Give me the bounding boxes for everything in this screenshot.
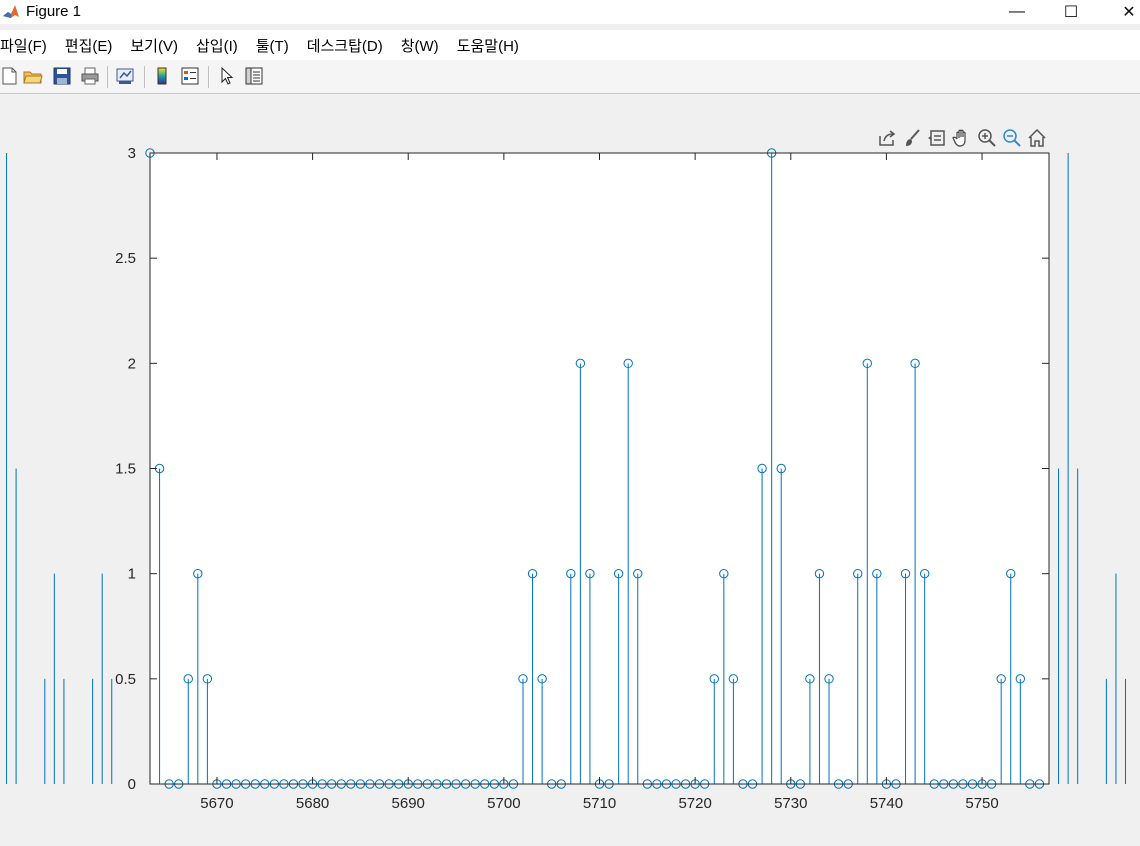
select-cursor-icon[interactable] [217, 66, 237, 86]
stem-marker [824, 674, 834, 684]
figure-canvas: 5670 5680 5690 5700 5710 5720 5730 5740 5750 0 0.5… [6, 145, 1127, 812]
x-tick-label: 5740 [870, 795, 903, 812]
menu-window[interactable]: 창(W) [400, 37, 439, 55]
zoom-out-icon[interactable] [1001, 126, 1023, 150]
stem-marker [1006, 568, 1016, 579]
x-tick-label: 5750 [965, 795, 998, 812]
stems-layer [145, 148, 1045, 789]
stem-marker [996, 674, 1006, 684]
brush-icon[interactable] [901, 126, 923, 150]
new-figure-icon[interactable] [0, 66, 20, 86]
stem-marker [910, 358, 920, 369]
zoom-in-icon[interactable] [976, 126, 998, 150]
stem-marker [527, 568, 538, 579]
menu-desktop[interactable]: 데스크탑(D) [306, 37, 383, 55]
y-tick-label: 1.5 [115, 461, 136, 478]
stem-marker [518, 674, 528, 684]
stem-marker [633, 568, 643, 579]
home-icon[interactable] [1026, 126, 1048, 150]
x-tick-label: 5680 [296, 795, 329, 812]
y-tick-label: 2.5 [115, 250, 136, 267]
maximize-button[interactable]: ☐ [1048, 0, 1094, 24]
stem-marker [872, 568, 882, 579]
save-icon[interactable] [52, 66, 72, 86]
close-icon: ✕ [1122, 4, 1136, 21]
minimize-icon: — [1009, 3, 1025, 20]
stem-marker [585, 568, 595, 579]
stem-marker [709, 674, 719, 684]
stem-marker [623, 358, 633, 369]
stem-marker [728, 674, 739, 684]
menu-tools[interactable]: 툴(T) [255, 37, 289, 55]
menu-help[interactable]: 도움말(H) [456, 37, 519, 55]
menu-insert[interactable]: 삽입(I) [195, 37, 238, 55]
colorbar-icon[interactable] [152, 66, 172, 86]
stem-marker [719, 568, 729, 579]
x-tick-label: 5730 [774, 795, 807, 812]
stem-marker [566, 568, 576, 579]
x-tick-label: 5710 [583, 795, 616, 812]
clipped-stems-layer [6, 153, 1127, 784]
toolbar-separator [208, 66, 209, 88]
menu-file[interactable]: 파일(F) [0, 37, 47, 55]
x-tick-label: 5690 [392, 795, 425, 812]
maximize-icon: ☐ [1063, 4, 1079, 21]
legend-icon[interactable] [180, 66, 200, 86]
export-icon[interactable] [876, 126, 898, 150]
stem-marker [814, 568, 825, 579]
y-tick-label: 0 [128, 776, 136, 793]
stem-marker [183, 674, 193, 684]
menu-bar: 파일(F) 편집(E) 보기(V) 삽입(I) 툴(T) 데스크탑(D) 창(W… [0, 30, 1140, 60]
y-tick-label: 1 [128, 566, 136, 583]
menu-edit[interactable]: 편집(E) [64, 37, 113, 55]
stem-marker [202, 674, 213, 684]
stem-marker [537, 674, 547, 684]
stem-marker [919, 568, 930, 579]
stem-marker [1015, 674, 1026, 684]
stem-marker [900, 568, 911, 579]
stem-marker [805, 674, 815, 684]
stem-marker [193, 568, 203, 579]
pan-icon[interactable] [951, 126, 973, 150]
y-tick-label: 3 [128, 145, 136, 162]
data-tips-icon[interactable] [926, 126, 948, 150]
window-title: Figure 1 [26, 3, 82, 20]
y-tick-label: 2 [128, 355, 136, 372]
matlab-logo-icon [2, 3, 20, 21]
toolbar-separator [144, 66, 145, 88]
property-inspector-icon[interactable] [244, 66, 264, 86]
stem-marker [757, 463, 767, 474]
x-tick-label: 5670 [200, 795, 233, 812]
stem-marker [613, 568, 624, 579]
toolbar-separator [107, 66, 108, 88]
stem-marker [575, 358, 586, 369]
figure-toolbar [0, 60, 1140, 94]
window-titlebar: Figure 1 — ☐ ✕ [0, 0, 1140, 24]
minimize-button[interactable]: — [994, 0, 1040, 24]
close-button[interactable]: ✕ [1106, 0, 1140, 24]
stem-marker [776, 463, 786, 474]
x-tick-label: 5720 [678, 795, 711, 812]
open-file-icon[interactable] [23, 66, 43, 86]
link-plot-icon[interactable] [115, 66, 135, 86]
x-tick-label: 5700 [487, 795, 520, 812]
stem-marker [853, 568, 863, 579]
stem-marker [862, 358, 872, 369]
axes-background [150, 153, 1049, 784]
menu-view[interactable]: 보기(V) [130, 37, 178, 55]
print-icon[interactable] [80, 66, 100, 86]
y-tick-label: 0.5 [115, 671, 136, 688]
ticks-layer: 5670 5680 5690 5700 5710 5720 5730 5740 5750 0 0.5… [115, 145, 1049, 812]
